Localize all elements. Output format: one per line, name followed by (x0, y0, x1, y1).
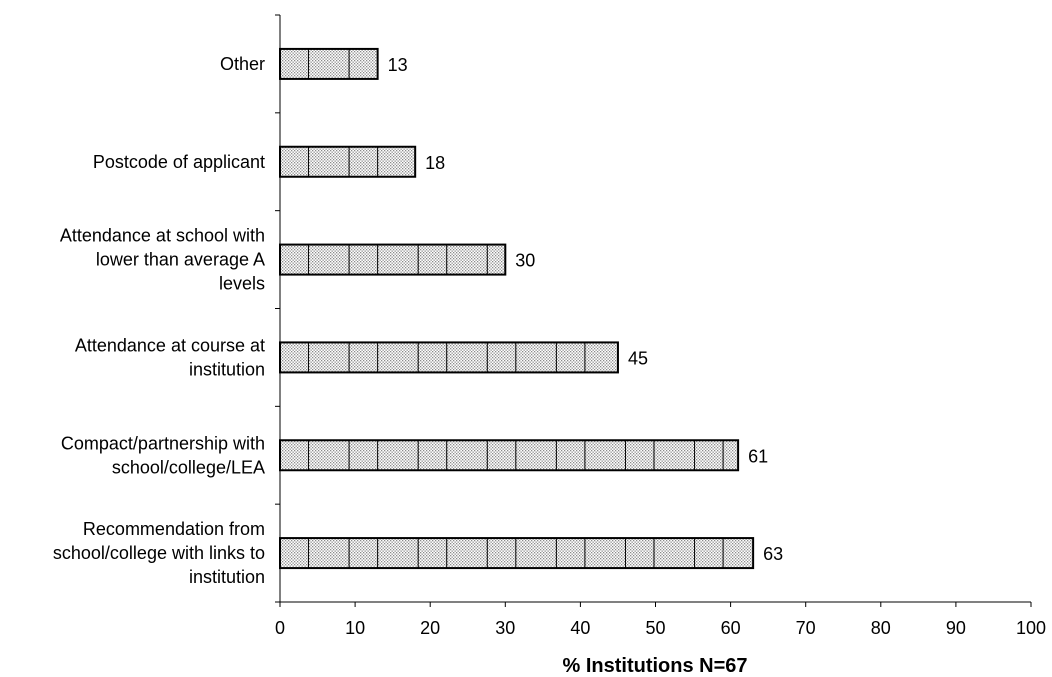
data-label: 13 (388, 55, 408, 75)
bars-layer (279, 47, 755, 570)
x-tick-label: 40 (570, 618, 590, 638)
data-label: 45 (628, 348, 648, 368)
bar (279, 341, 619, 374)
x-tick-label: 60 (721, 618, 741, 638)
category-label-line: Attendance at school with (60, 226, 265, 246)
category-label-line: Recommendation from (83, 519, 265, 539)
x-tick-label: 70 (796, 618, 816, 638)
category-label: Attendance at course at institution (75, 335, 265, 379)
category-label-line: institution (189, 567, 265, 587)
category-label-line: school/college with links to (53, 543, 265, 563)
category-label: Attendance at school with lower than aver… (60, 226, 265, 294)
x-tick-label: 100 (1016, 618, 1046, 638)
category-label-line: levels (219, 274, 265, 294)
bar (279, 47, 379, 80)
x-tick-label: 0 (275, 618, 285, 638)
bar (279, 243, 507, 276)
data-label: 63 (763, 544, 783, 564)
x-tick-label: 30 (495, 618, 515, 638)
category-label: Other (220, 54, 265, 74)
data-label: 18 (425, 153, 445, 173)
x-tick-label: 20 (420, 618, 440, 638)
x-tick-label: 90 (946, 618, 966, 638)
data-label: 30 (515, 251, 535, 271)
data-label: 61 (748, 446, 768, 466)
category-label-line: Compact/partnership with (61, 433, 265, 453)
x-tick-label: 50 (645, 618, 665, 638)
category-label-line: Postcode of applicant (93, 152, 265, 172)
category-label-line: lower than average A (96, 250, 265, 270)
bar (279, 537, 755, 570)
category-label-line: institution (189, 359, 265, 379)
axes-layer: 0 10 20 30 40 50 60 70 80 90 100 (275, 14, 1046, 638)
category-label-line: Other (220, 54, 265, 74)
x-tick-label: 10 (345, 618, 365, 638)
category-label: Compact/partnership with school/college/L… (61, 433, 265, 477)
x-tick-label: 80 (871, 618, 891, 638)
category-label-line: school/college/LEA (112, 457, 265, 477)
category-label: Postcode of applicant (93, 152, 265, 172)
category-label: Recommendation from school/college with l… (53, 519, 265, 587)
labels-layer: 13 Other 18 Postcode of applicant 30 Attendan… (53, 54, 783, 587)
x-axis-title: % Institutions N=67 (562, 655, 747, 677)
bar (279, 145, 417, 178)
category-label-line: Attendance at course at (75, 335, 265, 355)
